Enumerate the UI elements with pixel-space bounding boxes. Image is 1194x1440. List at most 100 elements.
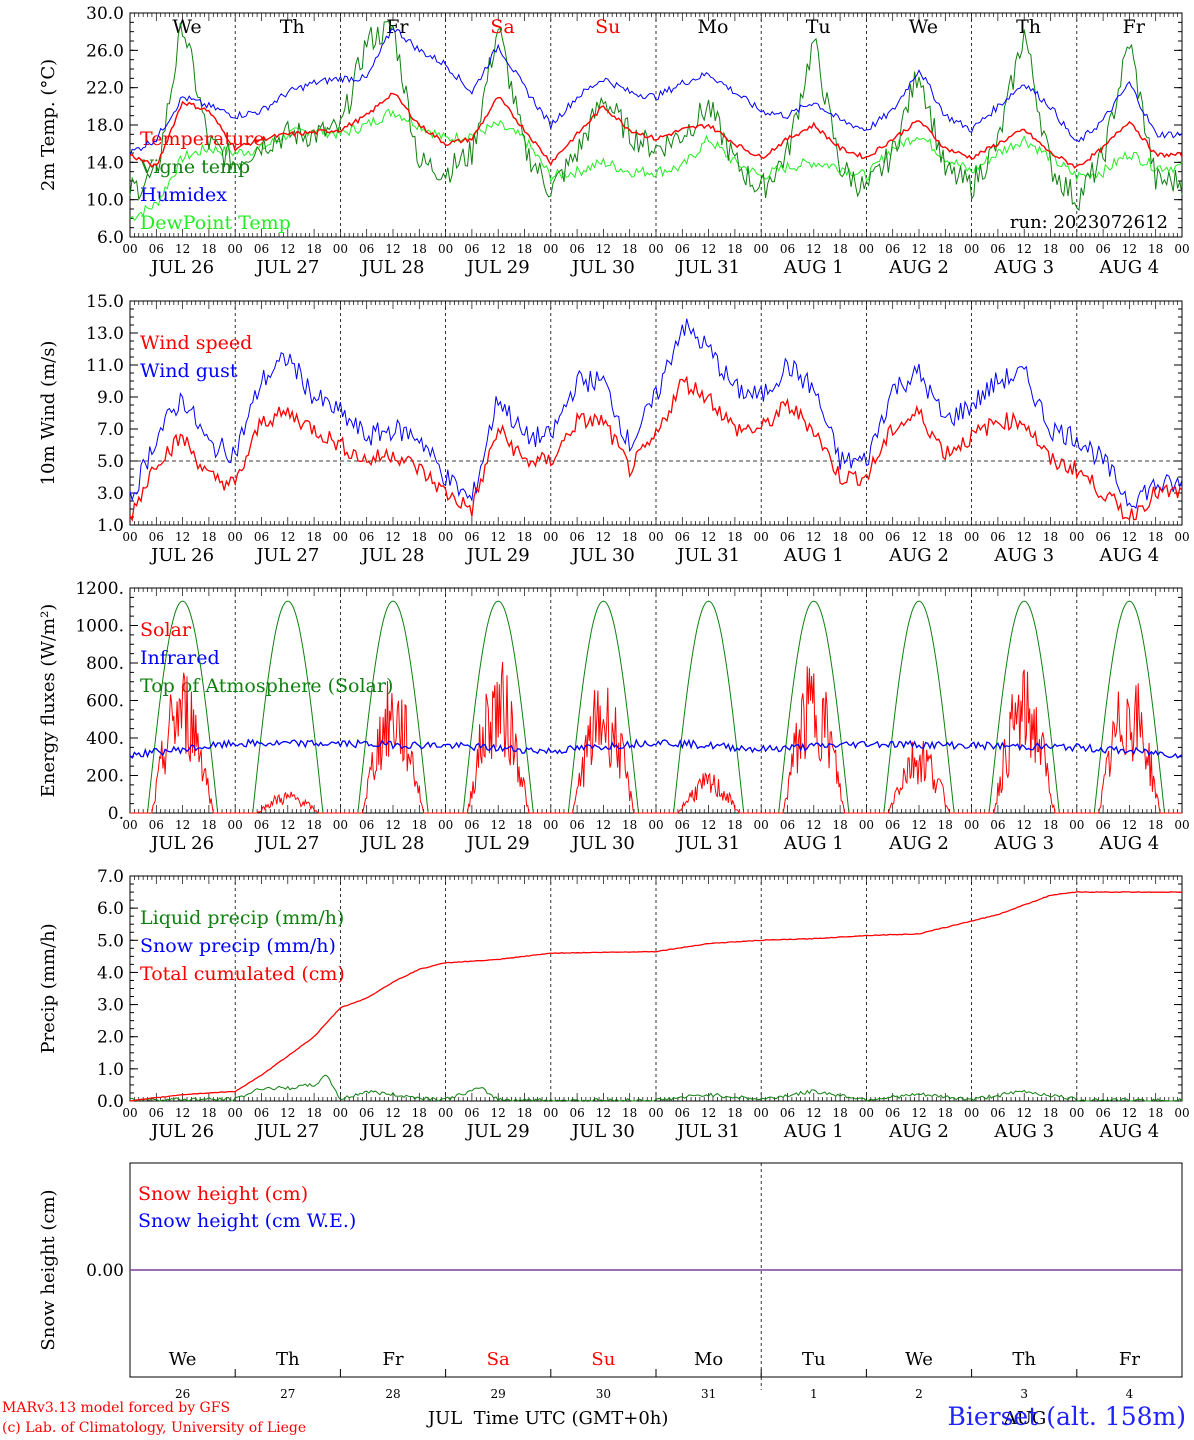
hour-label: 12	[1017, 530, 1032, 544]
hour-label: 00	[964, 530, 979, 544]
day-number: 27	[280, 1387, 295, 1401]
day-label: JUL 30	[570, 257, 635, 278]
hour-label: 12	[596, 1106, 611, 1120]
hour-label: 06	[149, 1106, 164, 1120]
hour-label: 06	[885, 530, 900, 544]
weekday-label: We	[169, 1349, 197, 1370]
day-number: 30	[596, 1387, 611, 1401]
hour-label: 18	[1148, 530, 1163, 544]
day-number: 1	[810, 1387, 818, 1401]
infrared-line	[129, 738, 1183, 759]
hour-label: 18	[727, 242, 742, 256]
hour-label: 18	[938, 1106, 953, 1120]
hour-label: 00	[754, 1106, 769, 1120]
day-label: AUG 1	[783, 257, 844, 278]
day-label: JUL 31	[675, 833, 740, 854]
y-tick-label: 3.0	[97, 484, 124, 504]
y-tick-label: 14.0	[86, 153, 124, 173]
hour-label: 12	[806, 818, 821, 832]
hour-label: 06	[990, 242, 1005, 256]
hour-label: 18	[1148, 242, 1163, 256]
hour-label: 00	[648, 530, 663, 544]
hour-label: 00	[1069, 530, 1084, 544]
panel-4: 00 06 12 18 00 06 12 18 00 06 12 18 00 06 12 18 00 06 12 18…	[38, 867, 1190, 1142]
hour-label: 18	[412, 1106, 427, 1120]
day-label: JUL 30	[570, 833, 635, 854]
y-tick-label: 26.0	[86, 41, 124, 61]
hour-label: 06	[464, 242, 479, 256]
hour-label: 06	[780, 242, 795, 256]
time-axis-label: Time UTC (GMT+0h)	[474, 1408, 669, 1429]
y-axis-label: 10m Wind (m/s)	[38, 341, 59, 486]
hour-label: 06	[675, 242, 690, 256]
day-number: 31	[701, 1387, 716, 1401]
day-number: 4	[1126, 1387, 1134, 1401]
hour-label: 18	[832, 1106, 847, 1120]
y-tick-label: 0.0	[97, 1092, 124, 1112]
hour-label: 18	[517, 242, 532, 256]
hour-label: 18	[201, 242, 216, 256]
day-label: AUG 4	[1099, 257, 1160, 278]
y-tick-label: 1200.	[75, 579, 124, 599]
hour-label: 00	[122, 530, 137, 544]
legend-snow-height-cm: Snow height (cm)	[138, 1183, 308, 1205]
hour-label: 12	[911, 818, 926, 832]
hour-label: 00	[1174, 530, 1189, 544]
hour-label: 06	[359, 818, 374, 832]
hour-label: 00	[859, 242, 874, 256]
day-label: JUL 29	[465, 545, 530, 566]
y-tick-label: 30.0	[86, 4, 124, 24]
total-cumulated-line	[130, 891, 1183, 1102]
weekday-label: Mo	[698, 16, 729, 38]
day-label: AUG 2	[888, 545, 949, 566]
weekday-label: Tu	[806, 16, 831, 38]
hour-label: 00	[228, 818, 243, 832]
legend-wind-speed: Wind speed	[140, 332, 252, 354]
hour-label: 06	[990, 1106, 1005, 1120]
hour-label: 12	[1017, 818, 1032, 832]
y-tick-label: 5.0	[97, 931, 124, 951]
day-label: JUL 26	[149, 257, 214, 278]
hour-label: 00	[754, 242, 769, 256]
legend-humidex: Humidex	[140, 184, 227, 206]
day-label: JUL 30	[570, 545, 635, 566]
hour-label: 00	[964, 242, 979, 256]
day-label: AUG 2	[888, 257, 949, 278]
hour-label: 06	[464, 530, 479, 544]
weekday-label: Fr	[1123, 16, 1146, 38]
weekday-label: Fr	[382, 1349, 403, 1370]
y-tick-label: 0.	[108, 804, 124, 824]
weekday-label: Mo	[694, 1349, 723, 1370]
hour-label: 18	[727, 1106, 742, 1120]
month-label-left: JUL	[426, 1408, 462, 1429]
hour-label: 18	[201, 818, 216, 832]
hour-label: 00	[964, 1106, 979, 1120]
legend-solar: Solar	[140, 619, 192, 641]
day-label: JUL 28	[360, 833, 425, 854]
day-label: JUL 27	[254, 545, 319, 566]
hour-label: 06	[675, 530, 690, 544]
hour-label: 06	[149, 530, 164, 544]
hour-label: 06	[569, 530, 584, 544]
hour-label: 00	[333, 530, 348, 544]
hour-label: 18	[412, 818, 427, 832]
hour-label: 18	[306, 818, 321, 832]
y-tick-label: 6.0	[97, 899, 124, 919]
y-axis-label: Precip (mm/h)	[38, 923, 59, 1053]
hour-label: 06	[780, 530, 795, 544]
day-label: JUL 28	[360, 545, 425, 566]
hour-label: 00	[122, 242, 137, 256]
hour-label: 12	[280, 818, 295, 832]
hour-label: 00	[859, 1106, 874, 1120]
day-label: JUL 27	[254, 1121, 319, 1142]
hour-label: 00	[859, 818, 874, 832]
hour-label: 18	[727, 530, 742, 544]
day-label: AUG 3	[993, 545, 1054, 566]
hour-label: 18	[938, 530, 953, 544]
hour-label: 00	[122, 818, 137, 832]
hour-label: 06	[885, 242, 900, 256]
hour-label: 00	[1174, 818, 1189, 832]
day-label: AUG 4	[1099, 1121, 1160, 1142]
day-label: AUG 1	[783, 1121, 844, 1142]
